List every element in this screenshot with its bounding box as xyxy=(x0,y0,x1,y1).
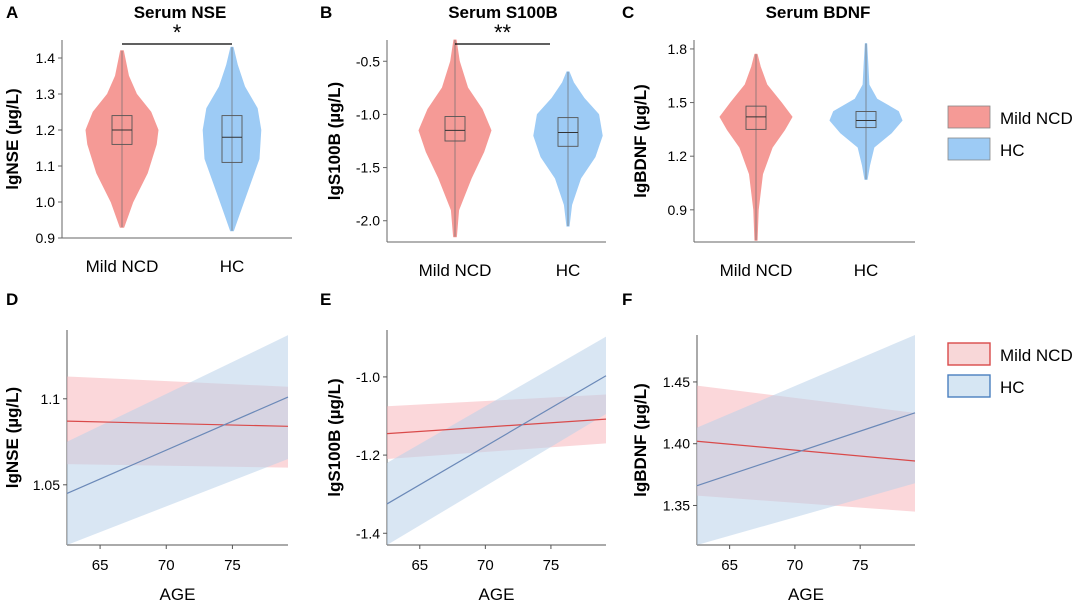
panel-letter: C xyxy=(622,3,634,22)
y-tick-label: 1.40 xyxy=(663,436,690,452)
y-tick-label: 1.3 xyxy=(36,86,56,102)
y-tick-label: 0.9 xyxy=(36,230,56,246)
y-tick-label: -2.0 xyxy=(356,213,380,229)
legend-swatch xyxy=(947,374,991,398)
panel-f: F 65 70 75 1.35 1.40 1.45 AGE lgBDNF (µg/L) xyxy=(622,290,916,604)
chart-title: Serum NSE xyxy=(134,3,227,22)
regression-line-hc xyxy=(66,396,289,494)
x-tick-label: 65 xyxy=(411,557,428,574)
x-tick-label: HC xyxy=(220,257,245,276)
x-tick-label: 65 xyxy=(721,557,738,574)
x-tick-label: 75 xyxy=(224,557,241,574)
panel-letter: B xyxy=(320,3,332,22)
x-tick-label: HC xyxy=(556,261,581,280)
y-tick-label: 1.05 xyxy=(33,477,60,493)
x-axis-label: AGE xyxy=(160,585,196,604)
significance-label: ** xyxy=(494,20,512,45)
confidence-band-hc xyxy=(697,335,915,545)
x-axis-label: AGE xyxy=(788,585,824,604)
regression-line-hc xyxy=(696,412,916,487)
y-tick-label: 1.45 xyxy=(663,374,690,390)
y-tick-label: 1.35 xyxy=(663,497,690,513)
legend-top: Mild NCD HC xyxy=(947,105,1073,161)
x-tick-label: Mild NCD xyxy=(419,261,492,280)
panel-d: D 65 70 75 1.05 1.1 AGE lgNSE (µg/L) xyxy=(3,290,289,604)
x-tick-label: Mild NCD xyxy=(86,257,159,276)
x-tick-label: 75 xyxy=(852,557,869,574)
y-tick-label: -1.0 xyxy=(356,106,380,122)
panel-letter: E xyxy=(320,290,331,309)
y-tick-label: -0.5 xyxy=(356,53,380,69)
x-tick-label: 65 xyxy=(92,557,109,574)
y-tick-label: -1.0 xyxy=(356,369,380,385)
panel-b: B Serum S100B -2.0 -1.5 -1.0 -0.5 lgS100B (µg/… xyxy=(320,3,606,280)
x-tick-label: 70 xyxy=(158,557,175,574)
box xyxy=(745,105,767,130)
y-axis-label: lgS100B (µg/L) xyxy=(325,378,344,496)
y-tick-label: 1.8 xyxy=(668,41,688,57)
y-tick-label: 1.1 xyxy=(41,391,61,407)
y-tick-label: -1.4 xyxy=(356,525,380,541)
regression-line-mild-ncd xyxy=(386,418,607,435)
y-tick-label: 1.2 xyxy=(668,148,688,164)
x-tick-label: 70 xyxy=(787,557,804,574)
y-tick-label: 1.2 xyxy=(36,122,56,138)
x-tick-label: Mild NCD xyxy=(720,261,793,280)
panel-a: A Serum NSE 0.9 1.0 1.1 1.2 1.3 1.4 lgNSE (µg/L)… xyxy=(3,3,292,276)
confidence-band-hc xyxy=(67,335,288,545)
x-tick-label: HC xyxy=(854,261,879,280)
panel-c: C Serum BDNF 0.9 1.2 1.5 1.8 lgBDNF (µg/L) Mild… xyxy=(622,3,915,280)
panel-letter: A xyxy=(6,3,18,22)
chart-title: Serum S100B xyxy=(448,3,558,22)
y-axis-label: lgNSE (µg/L) xyxy=(3,387,22,488)
y-axis-label: lgBDNF (µg/L) xyxy=(631,383,650,497)
y-tick-label: -1.5 xyxy=(356,160,380,176)
x-tick-label: 70 xyxy=(477,557,494,574)
confidence-band-hc xyxy=(387,336,606,545)
legend-label: Mild NCD xyxy=(1000,346,1073,365)
legend-swatch xyxy=(947,342,991,366)
regression-line-hc xyxy=(386,375,607,505)
y-tick-label: 0.9 xyxy=(668,202,688,218)
legend-label: HC xyxy=(1000,141,1025,160)
y-tick-label: 1.1 xyxy=(36,158,56,174)
box xyxy=(557,117,579,147)
legend-swatch xyxy=(947,137,991,161)
x-axis-label: AGE xyxy=(479,585,515,604)
y-tick-label: 1.0 xyxy=(36,194,56,210)
legend-label: HC xyxy=(1000,378,1025,397)
legend-bottom: Mild NCD HC xyxy=(947,342,1073,398)
y-tick-label: 1.5 xyxy=(668,95,688,111)
x-tick-label: 75 xyxy=(543,557,560,574)
legend-swatch xyxy=(947,105,991,129)
regression-line-mild-ncd xyxy=(696,440,916,462)
legend-label: Mild NCD xyxy=(1000,109,1073,128)
regression-line-mild-ncd xyxy=(66,420,289,427)
y-axis-label: lgNSE (µg/L) xyxy=(3,88,22,189)
box xyxy=(221,115,243,163)
chart-title: Serum BDNF xyxy=(766,3,871,22)
panel-e: E 65 70 75 -1.4 -1.2 -1.0 AGE lgS100B (µg/L) xyxy=(320,290,607,604)
panel-letter: F xyxy=(622,290,632,309)
y-axis-label: lgBDNF (µg/L) xyxy=(631,84,650,198)
box xyxy=(444,116,466,142)
y-axis-label: lgS100B (µg/L) xyxy=(325,82,344,200)
significance-label: * xyxy=(173,20,182,45)
y-tick-label: -1.2 xyxy=(356,447,380,463)
y-tick-label: 1.4 xyxy=(36,50,56,66)
box xyxy=(855,111,877,129)
panel-letter: D xyxy=(6,290,18,309)
